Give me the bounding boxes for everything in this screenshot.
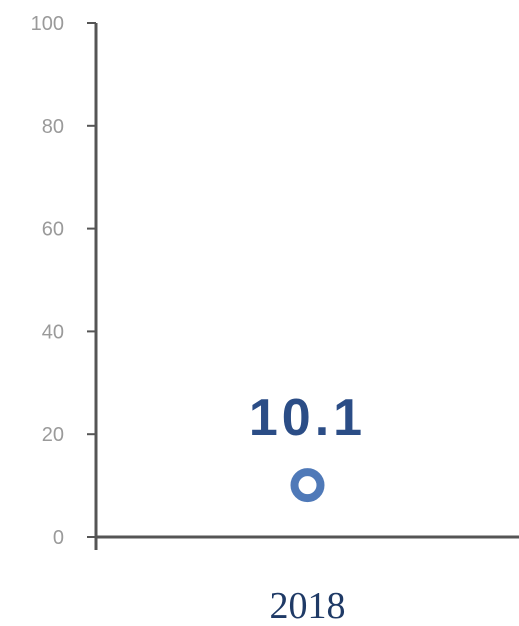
x-axis-ticks: 2018	[270, 585, 346, 626]
y-tick-label: 100	[31, 13, 64, 35]
y-axis-ticks: 0 20 40 60 80 100	[31, 13, 96, 549]
data-point	[290, 468, 325, 503]
x-category-label: 2018	[270, 585, 346, 626]
y-tick-label: 0	[53, 527, 64, 549]
y-tick-label: 80	[42, 116, 64, 138]
y-tick-label: 40	[42, 321, 64, 343]
y-tick-label: 60	[42, 219, 64, 241]
y-tick-label: 20	[42, 424, 64, 446]
data-points: 10.1	[249, 389, 366, 503]
data-label: 10.1	[249, 389, 366, 447]
